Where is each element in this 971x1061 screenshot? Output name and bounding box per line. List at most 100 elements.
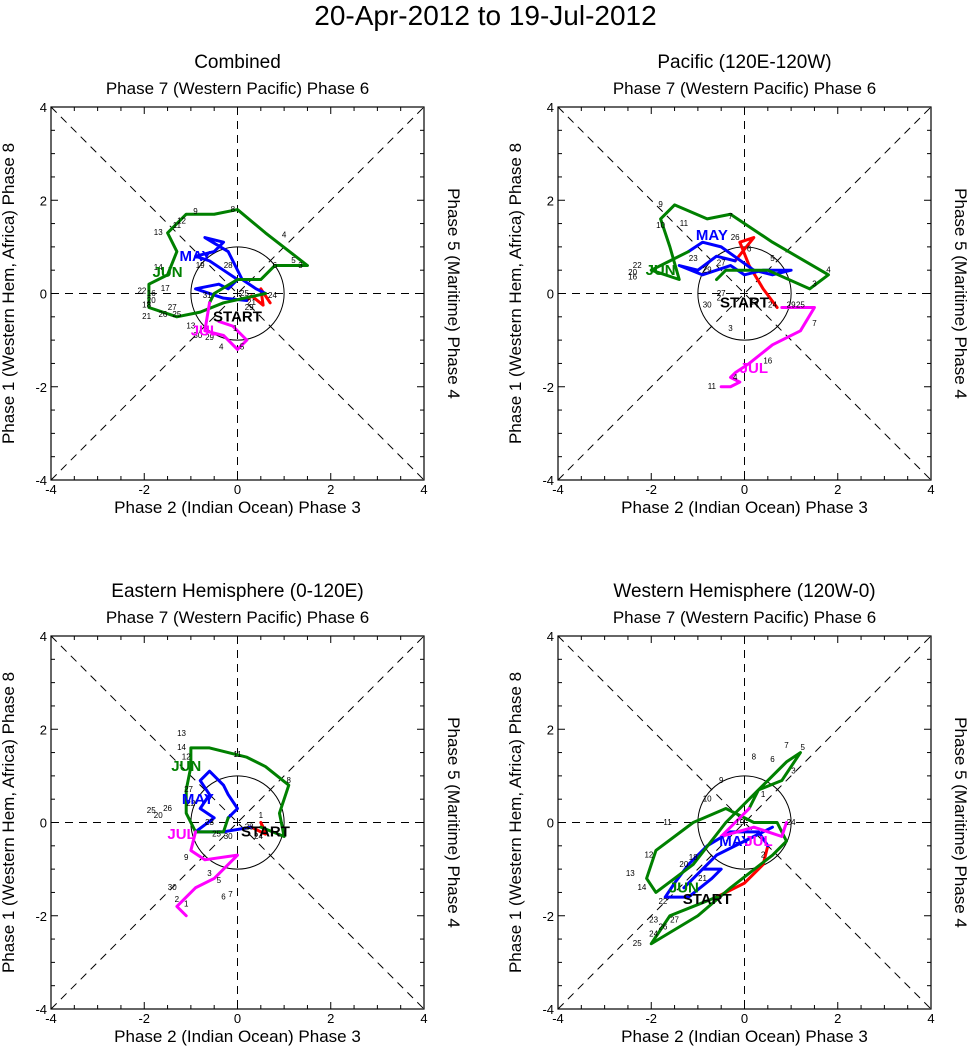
x-tick-label: -4	[45, 1011, 57, 1026]
diagonal-line	[50, 106, 425, 481]
day-label: 5	[217, 876, 222, 885]
day-label: 22	[137, 287, 146, 296]
y-tick-label: 0	[547, 287, 554, 302]
day-label: 20	[154, 811, 163, 820]
diagonal-line	[557, 106, 932, 481]
day-label: 11	[173, 221, 182, 230]
day-label: 5	[770, 254, 775, 263]
day-label: 23	[205, 818, 214, 827]
day-label: 3	[298, 261, 303, 270]
y-tick-label: 0	[547, 816, 554, 831]
day-label: 13	[177, 729, 186, 738]
day-label: 23	[749, 298, 758, 307]
day-label: 8	[231, 205, 236, 214]
series-line-may	[194, 236, 267, 302]
day-label: 11	[708, 382, 717, 391]
day-label: 30	[224, 832, 233, 841]
unit-circle	[697, 775, 792, 870]
day-label: 30	[703, 300, 712, 309]
panel-title: Pacific (120E-120W)	[657, 52, 831, 73]
day-label: 24	[768, 300, 777, 309]
x-axis-label: Phase 2 (Indian Ocean) Phase 3	[114, 498, 361, 517]
x-tick-label: -2	[645, 1011, 657, 1026]
day-label: 18	[689, 853, 698, 862]
day-label: 30	[193, 331, 202, 340]
right-axis-label: Phase 5 (Maritime) Phase 4	[444, 188, 463, 399]
day-label: 27	[168, 303, 177, 312]
unit-circle	[190, 246, 285, 341]
month-label-may: MAY	[719, 833, 751, 850]
diagonal-line	[557, 635, 932, 1010]
day-label: 19	[196, 261, 205, 270]
day-label: 25	[212, 829, 221, 838]
series-line-apr	[715, 844, 770, 899]
day-label: 29	[787, 300, 796, 309]
day-label: 1	[233, 324, 238, 333]
day-label: 10	[656, 221, 665, 230]
x-tick-label: -4	[45, 482, 57, 497]
series-line-jun	[649, 203, 830, 291]
y-tick-label: 2	[547, 193, 554, 208]
month-label-jun: JUN	[171, 758, 201, 775]
day-label: 21	[698, 874, 707, 883]
series-line-may	[677, 240, 793, 277]
day-label: 9	[184, 853, 189, 862]
y-axis-label: Phase 1 (Western Hem, Africa) Phase 8	[506, 672, 525, 973]
month-label-apr: START	[213, 308, 262, 325]
x-tick-label: 4	[420, 1011, 427, 1026]
panel-eastern-hemisphere: Eastern Hemisphere (0-120E) Phase 7 (West…	[0, 581, 463, 1046]
day-label: 27	[717, 259, 726, 268]
day-label: 23	[689, 254, 698, 263]
day-label: 25	[240, 289, 249, 298]
month-label-jun: JUN	[646, 262, 676, 279]
y-tick-label: -4	[35, 1002, 47, 1017]
y-tick-label: -2	[35, 909, 47, 924]
day-label: 3	[812, 280, 817, 289]
x-tick-label: -2	[138, 1011, 150, 1026]
day-label: 30	[168, 883, 177, 892]
panel-title: Combined	[194, 52, 281, 73]
day-label: 3	[728, 324, 733, 333]
y-axis-label: Phase 1 (Western Hem, Africa) Phase 8	[0, 143, 18, 444]
day-label: 27	[184, 785, 193, 794]
day-label: 7	[728, 212, 733, 221]
diagonal-line	[557, 106, 932, 481]
diagonal-line	[50, 106, 425, 481]
day-label: 22	[186, 799, 195, 808]
day-label: 24	[268, 291, 277, 300]
x-tick-label: 2	[834, 482, 841, 497]
x-tick-label: 4	[420, 482, 427, 497]
x-axis-label: Phase 2 (Indian Ocean) Phase 3	[621, 1027, 868, 1046]
day-label: 12	[177, 217, 186, 226]
x-tick-label: 2	[327, 482, 334, 497]
month-label-apr: START	[241, 823, 290, 840]
series-line-jul	[719, 305, 816, 389]
day-label: 11	[663, 818, 672, 827]
day-label: 18	[142, 300, 151, 309]
day-label: 20	[628, 268, 637, 277]
page-title: 20-Apr-2012 to 19-Jul-2012	[314, 0, 657, 31]
day-label: 25	[633, 939, 642, 948]
panel-title: Western Hemisphere (120W-0)	[613, 581, 875, 602]
y-tick-label: 2	[40, 193, 47, 208]
day-label: 26	[163, 804, 172, 813]
x-tick-label: 4	[927, 1011, 934, 1026]
x-axis-label: Phase 2 (Indian Ocean) Phase 3	[621, 498, 868, 517]
panel-western-hemisphere: Western Hemisphere (120W-0) Phase 7 (West…	[506, 581, 970, 1046]
series-line-jun	[147, 208, 309, 319]
day-label: 1	[761, 790, 766, 799]
series-line-jul	[175, 830, 239, 918]
y-tick-label: -4	[35, 473, 47, 488]
day-label: 26	[158, 310, 167, 319]
top-axis-label: Phase 7 (Western Pacific) Phase 6	[106, 608, 369, 627]
x-tick-label: 4	[927, 482, 934, 497]
day-label: 2	[717, 293, 722, 302]
series-line-jun	[184, 746, 291, 838]
x-tick-label: -2	[138, 482, 150, 497]
series-line-jul	[719, 807, 788, 838]
y-tick-label: -4	[542, 1002, 554, 1017]
month-label-may: MAY	[180, 248, 212, 265]
day-label: 1	[259, 811, 264, 820]
x-tick-label: 0	[234, 482, 241, 497]
top-axis-label: Phase 7 (Western Pacific) Phase 6	[106, 79, 369, 98]
